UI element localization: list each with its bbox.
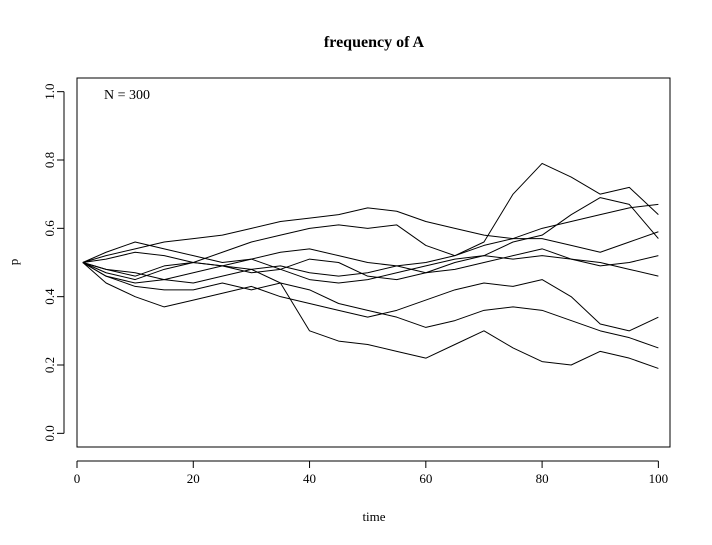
x-tick-label: 20 [187, 471, 200, 486]
x-axis-title: time [362, 509, 385, 524]
series-line-9 [82, 262, 659, 369]
y-tick-label: 0.0 [42, 425, 57, 441]
x-tick-label: 60 [419, 471, 432, 486]
y-axis-title: p [6, 259, 21, 266]
series-line-5 [82, 241, 659, 284]
y-tick-label: 0.4 [42, 288, 57, 305]
series-layer [82, 162, 659, 369]
axes-layer: 0 20 40 60 80 100 0.0 0.2 0.4 0.6 0.8 1.0 [42, 84, 668, 486]
y-tick-label: 1.0 [42, 84, 57, 100]
y-tick-label: 0.6 [42, 220, 57, 237]
series-line-2 [82, 162, 659, 281]
series-line-3 [82, 197, 659, 281]
plot-frame [76, 77, 671, 448]
x-tick-label: 80 [536, 471, 549, 486]
x-tick-label: 40 [303, 471, 316, 486]
series-line-7 [82, 262, 659, 332]
annotation-label: N = 300 [104, 88, 150, 103]
series-line-4 [82, 231, 659, 277]
x-tick-label: 100 [649, 471, 669, 486]
x-tick-label: 0 [74, 471, 81, 486]
series-line-1 [82, 203, 659, 263]
chart-title: frequency of A [324, 34, 425, 51]
series-line-8 [82, 262, 659, 349]
y-tick-label: 0.2 [42, 357, 57, 373]
series-line-6 [82, 248, 659, 284]
y-tick-label: 0.8 [42, 152, 57, 168]
